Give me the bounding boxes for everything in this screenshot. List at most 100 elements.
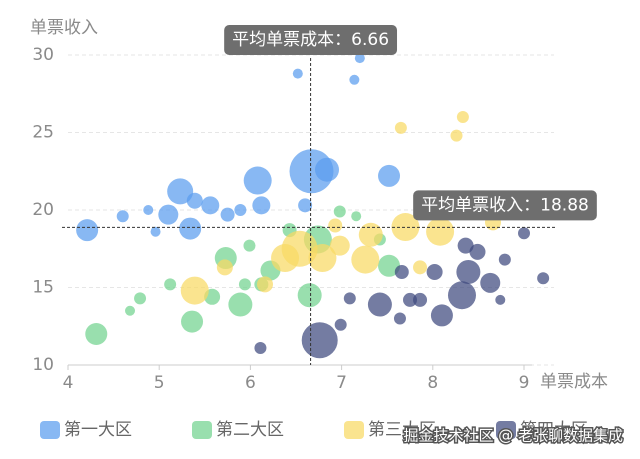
bubble xyxy=(243,166,272,195)
bubble xyxy=(518,227,530,240)
bubble xyxy=(252,196,271,215)
bubble xyxy=(426,217,455,246)
bubble xyxy=(186,192,203,209)
bubble xyxy=(116,210,129,223)
mark-label: 平均单票成本：6.66 xyxy=(232,30,389,50)
bubble xyxy=(85,323,108,345)
bubble xyxy=(456,111,469,123)
x-tick-label: 9 xyxy=(519,373,530,393)
bubble xyxy=(394,121,407,134)
y-tick-label: 25 xyxy=(32,123,54,143)
y-tick-label: 15 xyxy=(32,278,54,298)
bubble xyxy=(164,278,177,291)
bubble xyxy=(329,235,350,256)
bubble xyxy=(333,205,346,218)
bubble xyxy=(234,204,247,216)
bubble xyxy=(228,292,253,317)
bubble xyxy=(447,281,476,310)
bubble xyxy=(179,217,202,240)
bubble xyxy=(351,245,380,274)
bubble xyxy=(391,213,420,242)
legend-swatch xyxy=(344,421,364,439)
mark-label: 平均单票收入：18.88 xyxy=(421,195,589,215)
bubble xyxy=(537,272,550,285)
mark-label-box xyxy=(224,25,398,55)
y-axis-name: 单票收入 xyxy=(30,18,98,38)
mark-label-text: 平均单票收入： xyxy=(421,195,540,215)
bubble xyxy=(308,244,337,273)
bubble xyxy=(394,265,409,279)
bubble xyxy=(413,292,428,307)
bubble xyxy=(298,198,313,213)
bubble xyxy=(354,53,365,64)
bubble xyxy=(480,272,501,293)
bubble xyxy=(403,292,417,307)
bubble xyxy=(426,264,443,280)
y-tick-label: 10 xyxy=(32,355,54,375)
bubble xyxy=(301,322,338,359)
legend: 第一大区 第二大区 第三大区 第四大区 xyxy=(40,420,588,440)
y-tick-label: 20 xyxy=(32,200,54,220)
x-tick-label: 8 xyxy=(427,373,438,393)
bubble xyxy=(393,312,406,325)
bubble xyxy=(292,68,303,79)
bubble xyxy=(216,259,233,276)
x-tick-label: 6 xyxy=(245,373,256,393)
bubble xyxy=(349,74,360,85)
mark-lines: 平均单票成本：6.66 平均单票收入：18.88 xyxy=(62,25,597,365)
bubble xyxy=(150,226,161,237)
bubble xyxy=(143,205,154,215)
y-tick-label: 30 xyxy=(32,45,54,65)
bubble xyxy=(297,283,322,308)
watermark: 掘金技术社区 @ 老张聊数据集成 xyxy=(403,427,623,445)
bubble xyxy=(167,178,194,205)
bubble xyxy=(469,243,486,260)
bubble xyxy=(158,204,179,225)
bubbles xyxy=(76,53,550,359)
bubble xyxy=(76,219,99,242)
bubble xyxy=(351,211,362,222)
x-tick-label: 7 xyxy=(336,373,347,393)
bubble xyxy=(315,157,340,182)
bubble xyxy=(256,276,273,293)
bubble xyxy=(430,304,453,327)
mark-label-value: 18.88 xyxy=(540,195,589,215)
legend-label: 第三大区 xyxy=(368,420,436,440)
legend-label: 第二大区 xyxy=(216,420,284,440)
bubble xyxy=(125,305,136,316)
bubble xyxy=(201,196,220,215)
mark-label-text: 平均单票成本： xyxy=(232,30,351,50)
x-axis-name: 单票成本 xyxy=(540,372,608,392)
bubble xyxy=(243,239,256,252)
bubble xyxy=(134,292,147,305)
legend-label: 第四大区 xyxy=(520,420,588,440)
bubble xyxy=(181,310,204,333)
bubble xyxy=(450,129,463,142)
legend-swatch xyxy=(192,421,212,439)
bubble xyxy=(238,278,251,291)
bubble xyxy=(456,260,481,284)
bubble xyxy=(358,222,383,247)
bubble xyxy=(334,318,347,331)
bubble xyxy=(254,341,267,354)
bubble xyxy=(378,254,401,277)
bubble xyxy=(328,218,343,233)
bubble xyxy=(495,294,506,305)
legend-swatch xyxy=(40,421,60,439)
mark-label-value: 6.66 xyxy=(351,30,389,50)
bubble xyxy=(378,164,401,187)
x-tick-label: 4 xyxy=(63,373,74,393)
bubble xyxy=(498,253,511,266)
mark-label-box xyxy=(413,190,597,221)
bubble xyxy=(220,207,235,222)
bubble xyxy=(457,237,474,254)
grid: 10 15 20 25 30 4 5 6 7 8 9 xyxy=(32,45,554,393)
bubble xyxy=(180,276,209,305)
x-tick-label: 5 xyxy=(154,373,165,393)
legend-label: 第一大区 xyxy=(64,420,132,440)
bubble xyxy=(367,292,392,317)
legend-swatch xyxy=(496,421,516,439)
bubble xyxy=(343,292,356,305)
bubble xyxy=(413,260,428,275)
